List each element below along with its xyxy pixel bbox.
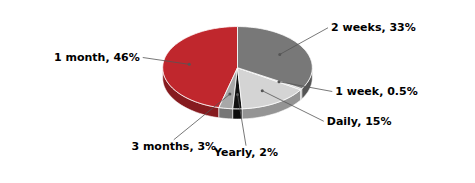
leader-dot bbox=[261, 89, 264, 92]
leader-line bbox=[279, 82, 332, 92]
leader-line bbox=[262, 91, 324, 122]
leader-dot bbox=[236, 93, 239, 96]
leader-line bbox=[238, 94, 247, 145]
leader-dot bbox=[277, 80, 280, 83]
chart: 1 month, 46% 3 months, 3%Yearly, 2% Daily,… bbox=[0, 0, 475, 183]
slice-label: 1 month, 46% bbox=[54, 51, 140, 64]
leader-dot bbox=[228, 93, 231, 96]
slice-label: 3 months, 3% bbox=[131, 140, 216, 153]
slice-label: Yearly, 2% bbox=[213, 146, 278, 159]
labels: 1 month, 46% 3 months, 3%Yearly, 2% Daily,… bbox=[54, 21, 418, 159]
leader-line bbox=[280, 28, 328, 55]
leader-line bbox=[174, 94, 230, 140]
slice-label: 2 weeks, 33% bbox=[331, 21, 416, 34]
slice-label: 1 week, 0.5% bbox=[335, 85, 417, 98]
slice-label: Daily, 15% bbox=[327, 115, 392, 128]
leader-dot bbox=[278, 53, 281, 56]
leader-dot bbox=[188, 63, 191, 66]
slice-side bbox=[219, 108, 233, 119]
leader-line bbox=[143, 58, 190, 65]
slice bbox=[238, 27, 313, 89]
